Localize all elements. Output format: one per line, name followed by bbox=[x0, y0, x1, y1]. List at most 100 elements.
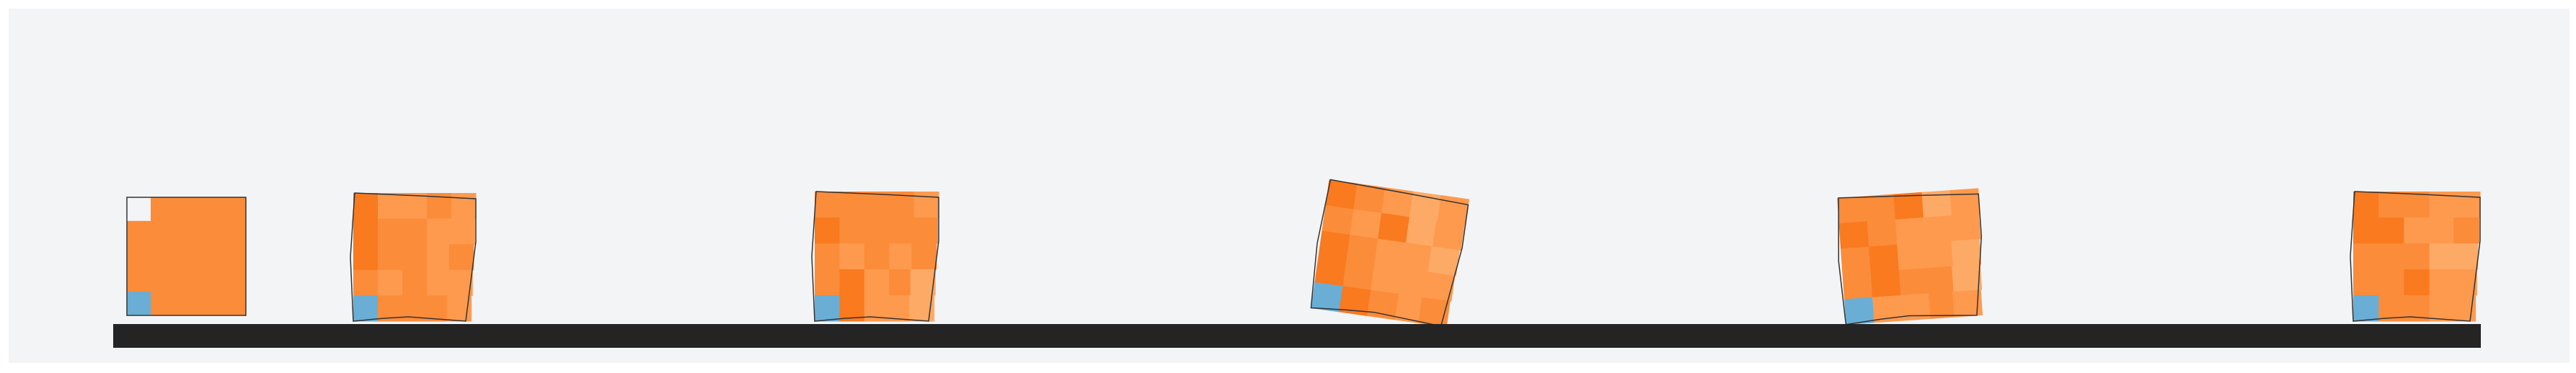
body-cell bbox=[2451, 269, 2477, 296]
body-cell bbox=[1869, 245, 1899, 272]
body-cell bbox=[222, 245, 247, 269]
body-cell bbox=[1353, 184, 1385, 214]
body-cell bbox=[1899, 268, 1929, 295]
body-cell bbox=[1837, 196, 1867, 223]
body-cell bbox=[174, 292, 199, 315]
body-cell bbox=[198, 245, 223, 269]
body-cell bbox=[1839, 221, 1869, 248]
body-cell bbox=[1952, 264, 1982, 292]
body-cell bbox=[174, 197, 199, 221]
body-cell bbox=[2378, 243, 2404, 270]
body-cell bbox=[1950, 214, 1980, 241]
body-cell bbox=[1895, 217, 1926, 245]
body-cell bbox=[815, 243, 840, 270]
frame-1 bbox=[127, 197, 247, 316]
body-cell bbox=[378, 270, 403, 296]
body-cell bbox=[198, 292, 223, 315]
body-cell bbox=[2404, 192, 2430, 218]
body-cell bbox=[1378, 213, 1409, 243]
body-cell bbox=[2430, 217, 2456, 244]
body-cell bbox=[2455, 192, 2481, 218]
body-cell bbox=[2353, 295, 2379, 322]
body-cell bbox=[914, 192, 939, 218]
body-cell bbox=[2430, 243, 2456, 270]
body-cell bbox=[353, 295, 379, 321]
body-cell bbox=[2404, 243, 2430, 270]
body-cell bbox=[151, 292, 175, 315]
body-cell bbox=[2353, 243, 2379, 270]
body-cell bbox=[353, 219, 379, 245]
body-cell bbox=[127, 197, 151, 221]
frame-2 bbox=[350, 193, 477, 322]
body-cell bbox=[222, 221, 247, 245]
frame-4 bbox=[1308, 179, 1469, 328]
body-cell bbox=[127, 268, 151, 292]
body-cell bbox=[1950, 188, 1980, 215]
body-cell bbox=[151, 268, 175, 292]
body-cell bbox=[1867, 220, 1898, 247]
soft-body-frames bbox=[9, 9, 2570, 363]
body-cell bbox=[174, 268, 199, 292]
body-cell bbox=[2404, 217, 2430, 244]
body-cell bbox=[1841, 247, 1871, 274]
body-cell bbox=[1865, 194, 1895, 222]
body-cell bbox=[450, 219, 475, 245]
body-cell bbox=[839, 243, 864, 270]
body-cell bbox=[1871, 270, 1901, 297]
body-cell bbox=[127, 292, 151, 315]
body-cell bbox=[222, 197, 247, 221]
body-cell bbox=[889, 217, 914, 244]
body-cell bbox=[1409, 192, 1441, 222]
body-cell bbox=[2353, 217, 2379, 244]
frame-3 bbox=[812, 192, 939, 322]
body-cell bbox=[1428, 246, 1459, 277]
ground-platform bbox=[113, 324, 2481, 348]
body-cell bbox=[174, 245, 199, 269]
body-cell bbox=[2453, 217, 2479, 244]
body-cell bbox=[1433, 220, 1464, 251]
body-cell bbox=[222, 292, 247, 315]
body-cell bbox=[839, 217, 864, 244]
simulation-canvas bbox=[9, 9, 2570, 363]
body-cell bbox=[378, 219, 403, 245]
body-cell bbox=[2378, 192, 2404, 218]
frame-6 bbox=[2350, 192, 2481, 322]
body-cell bbox=[1374, 238, 1406, 269]
body-cell bbox=[1322, 205, 1353, 235]
body-cell bbox=[864, 243, 890, 270]
body-cell bbox=[2353, 269, 2379, 296]
body-cell bbox=[911, 243, 937, 270]
body-cell bbox=[198, 197, 223, 221]
body-cell bbox=[1318, 231, 1350, 261]
body-cell bbox=[127, 221, 151, 245]
body-cell bbox=[1897, 243, 1927, 270]
body-cell bbox=[815, 269, 840, 296]
body-cell bbox=[402, 270, 428, 296]
body-cell bbox=[1350, 209, 1381, 239]
body-cell bbox=[127, 245, 151, 269]
body-cell bbox=[2378, 269, 2404, 296]
body-cell bbox=[427, 219, 452, 245]
body-cell bbox=[1925, 241, 1955, 268]
body-cell bbox=[378, 193, 403, 219]
body-cell bbox=[913, 217, 938, 244]
body-cell bbox=[402, 193, 428, 219]
body-cell bbox=[151, 197, 175, 221]
body-cell bbox=[427, 244, 452, 270]
body-cell bbox=[449, 244, 474, 270]
body-cell bbox=[2453, 243, 2479, 270]
body-cell bbox=[1342, 261, 1374, 291]
body-cell bbox=[1314, 256, 1346, 287]
body-cell bbox=[815, 217, 840, 244]
body-cell bbox=[198, 221, 223, 245]
body-cell bbox=[864, 217, 890, 244]
body-cell bbox=[864, 192, 890, 218]
body-cell bbox=[451, 193, 477, 219]
body-cell bbox=[222, 268, 247, 292]
body-cell bbox=[2353, 192, 2379, 218]
body-cell bbox=[353, 193, 379, 219]
body-cell bbox=[2430, 269, 2456, 296]
body-cell bbox=[378, 244, 403, 270]
body-cell bbox=[1423, 271, 1455, 302]
body-cell bbox=[1842, 272, 1872, 300]
